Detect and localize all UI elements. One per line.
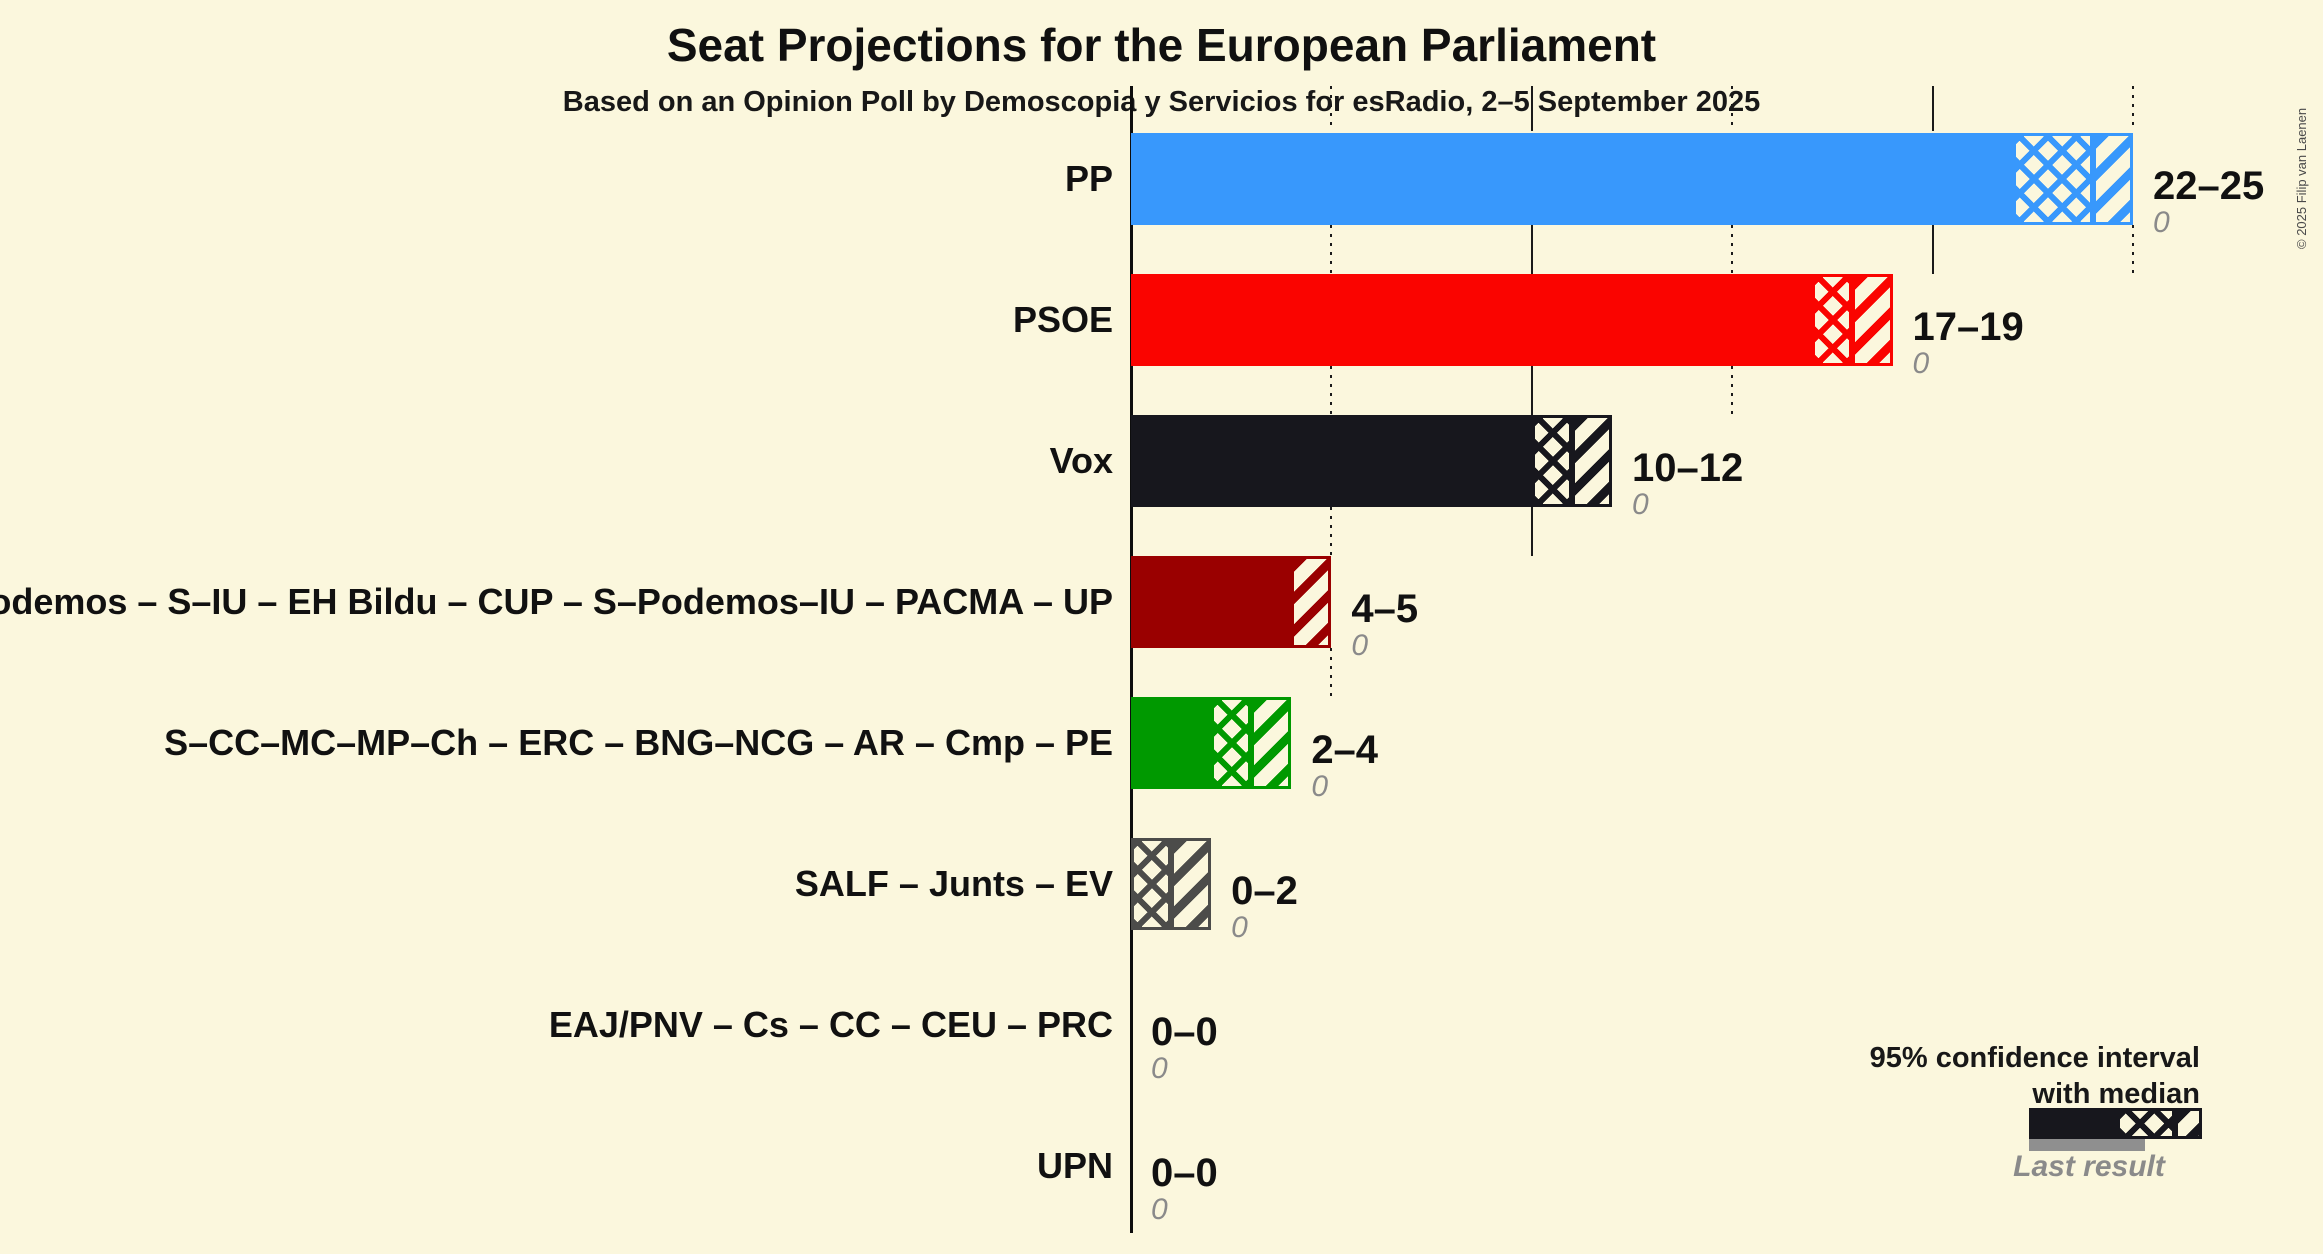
value-labels: 17–19 0 (1913, 306, 2024, 380)
last-result-value: 0 (1311, 770, 1328, 803)
confidence-interval-bar (1131, 133, 2134, 225)
gridline-10 (1530, 86, 1533, 131)
bar-segment-diagonal (2092, 133, 2134, 225)
bar-segment-solid (1131, 415, 1532, 507)
gridline-5 (1330, 86, 1333, 131)
gridline-20 (1931, 225, 1934, 274)
range-label: 22–25 (2153, 164, 2265, 208)
party-label: S–CC–MC–MP–Ch – ERC – BNG–NCG – AR – Cmp… (164, 722, 1113, 763)
bar-segment-crosshatch (1211, 697, 1252, 789)
value-labels: 2–4 0 (1311, 729, 1378, 803)
gridline-10 (1530, 225, 1533, 274)
range-label: 2–4 (1311, 728, 1379, 772)
bar-segment-solid (1131, 133, 2013, 225)
confidence-interval-bar (1131, 556, 1332, 648)
value-labels: 10–12 0 (1632, 447, 1743, 521)
bar-segment-crosshatch (1531, 415, 1572, 507)
party-label: UPN (1036, 1145, 1113, 1186)
last-result-value: 0 (1231, 911, 1248, 944)
party-label: PSOE (1012, 299, 1113, 340)
chart-title: Seat Projections for the European Parlia… (666, 19, 1657, 71)
gridline-25 (2132, 86, 2134, 131)
value-labels: 0–0 0 (1151, 1011, 1218, 1085)
gridline-15 (1731, 86, 1734, 131)
range-label: 4–5 (1351, 587, 1419, 631)
range-label: 0–0 (1151, 1010, 1218, 1054)
confidence-interval-bar (1131, 415, 1612, 507)
bar-segment-solid (1131, 556, 1292, 648)
bar-segment-solid (1131, 697, 1212, 789)
legend-ci-label: 95% confidence interval with median (1800, 1040, 2200, 1112)
gridline-5 (1330, 507, 1333, 556)
bar-segment-solid (1131, 274, 1813, 366)
party-label: Vox (1049, 440, 1113, 481)
gridline-15 (1731, 225, 1734, 274)
confidence-interval-bar (1131, 697, 1292, 789)
gridline-5 (1330, 225, 1333, 274)
value-labels: 4–5 0 (1351, 588, 1418, 662)
range-label: 17–19 (1912, 305, 2024, 349)
bar-segment-crosshatch (2012, 133, 2093, 225)
party-label: PP (1064, 158, 1113, 199)
last-result-value: 0 (1912, 347, 1930, 380)
gridline-10 (1530, 366, 1533, 415)
value-labels: 22–25 0 (2153, 165, 2264, 239)
range-label: 10–12 (1631, 446, 1744, 490)
bar-segment-crosshatch (1131, 838, 1172, 930)
bar-segment-diagonal (1291, 556, 1332, 648)
party-label: SALF – Junts – EV (794, 863, 1113, 904)
copyright-text: © 2025 Filip van Laenen (2294, 107, 2309, 249)
range-label: 0–2 (1231, 869, 1298, 913)
legend-last-result-bar (2029, 1139, 2145, 1151)
value-labels: 0–0 0 (1151, 1152, 1218, 1226)
value-labels: 0–2 0 (1231, 870, 1298, 944)
legend-ci-line2: with median (2032, 1078, 2200, 1110)
party-label: Podemos – S–IU – EH Bildu – CUP – S–Pode… (0, 581, 1113, 622)
last-result-value: 0 (1631, 488, 1649, 521)
gridline-15 (1731, 366, 1734, 415)
legend-sample-diagonal (2175, 1108, 2202, 1139)
x-axis-zero-line (1129, 86, 1133, 1233)
bar-segment-diagonal (1852, 274, 1893, 366)
range-label: 0–0 (1151, 1151, 1218, 1195)
bar-segment-diagonal (1251, 697, 1292, 789)
gridline-5 (1330, 366, 1333, 415)
legend-last-result-label: Last result (2013, 1150, 2165, 1183)
legend-sample-solid (2029, 1108, 2117, 1139)
party-label: EAJ/PNV – Cs – CC – CEU – PRC (548, 1004, 1113, 1045)
last-result-value: 0 (1351, 629, 1369, 662)
last-result-value: 0 (2153, 206, 2170, 239)
legend-sample-crosshatch (2117, 1108, 2175, 1139)
bar-segment-diagonal (1171, 838, 1212, 930)
bar-segment-diagonal (1571, 415, 1612, 507)
legend-sample-bar (2029, 1108, 2202, 1139)
legend-ci-line1: 95% confidence interval (1869, 1042, 2200, 1074)
confidence-interval-bar (1131, 274, 1893, 366)
confidence-interval-bar (1131, 838, 1212, 930)
gridline-20 (1931, 86, 1934, 131)
gridline-10 (1530, 507, 1533, 556)
copyright-notice: © 2025 Filip van Laenen (2294, 108, 2314, 268)
last-result-value: 0 (1151, 1193, 1168, 1226)
last-result-value: 0 (1151, 1052, 1168, 1085)
chart-subtitle: Based on an Opinion Poll by Demoscopia y… (562, 86, 1761, 118)
bar-segment-crosshatch (1812, 274, 1853, 366)
gridline-5 (1330, 648, 1333, 697)
gridline-25 (2132, 225, 2134, 274)
